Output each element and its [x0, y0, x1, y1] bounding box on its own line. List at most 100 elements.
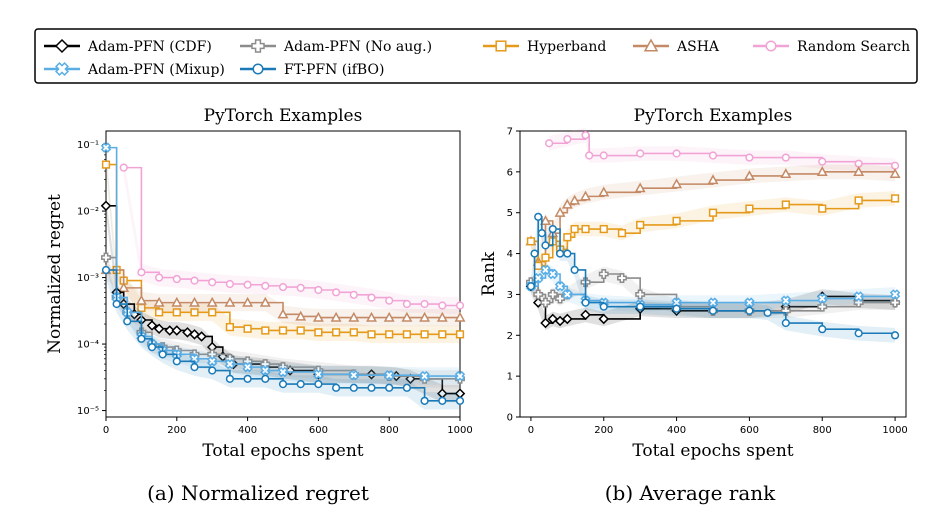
data-point	[541, 241, 550, 250]
data-point	[636, 302, 645, 311]
data-point	[295, 310, 307, 321]
data-point	[540, 264, 551, 276]
data-point	[817, 293, 828, 304]
legend-marker	[765, 40, 777, 52]
data-point	[261, 326, 270, 335]
data-point	[277, 308, 289, 319]
data-point	[208, 308, 217, 317]
legend-marker	[251, 39, 265, 53]
data-point	[547, 313, 559, 325]
data-point	[278, 326, 288, 335]
x-tick-label: 200	[594, 425, 613, 436]
legend-marker	[54, 38, 70, 54]
data-point	[243, 280, 252, 289]
y-tick-label: 3	[507, 290, 513, 301]
data-point	[367, 383, 376, 392]
data-point	[190, 308, 199, 317]
series-hyperband	[101, 155, 465, 344]
data-point	[454, 311, 466, 322]
legend-marker	[252, 63, 264, 75]
data-point	[745, 204, 754, 213]
legend-marker	[495, 40, 507, 52]
data-point	[540, 215, 551, 225]
chart-title-rank: PyTorch Examples	[634, 106, 793, 126]
data-point	[541, 253, 550, 262]
data-point	[585, 151, 594, 160]
x-tick-label: 400	[238, 425, 257, 436]
data-point	[547, 289, 558, 300]
data-point	[260, 365, 271, 376]
legend-marker	[643, 38, 659, 52]
data-point	[420, 330, 429, 339]
data-point	[296, 283, 305, 292]
x-tick-label: 800	[380, 425, 399, 436]
data-point	[635, 289, 646, 300]
data-point	[314, 328, 323, 337]
data-point	[366, 311, 377, 322]
data-point	[312, 311, 324, 322]
data-point	[153, 323, 165, 334]
data-point	[563, 135, 572, 144]
data-point	[147, 342, 157, 352]
data-point	[206, 356, 218, 367]
data-point	[454, 370, 466, 382]
legend-label: Adam-PFN (CDF)	[87, 39, 212, 55]
y-tick-label: 10⁻⁴	[77, 340, 99, 351]
data-point	[707, 297, 719, 308]
data-point	[818, 204, 827, 213]
data-point	[401, 311, 413, 322]
x-axis-label-rank: Total epochs spent	[632, 441, 793, 461]
data-point	[818, 157, 827, 166]
legend-item-adam-pfn-cdf: Adam-PFN (CDF)	[44, 38, 212, 55]
data-point	[743, 170, 755, 181]
data-point	[135, 294, 147, 305]
data-point	[744, 297, 755, 308]
data-point	[889, 168, 901, 179]
data-point	[781, 153, 790, 162]
data-point	[562, 289, 573, 300]
y-tick-label: 5	[507, 208, 513, 219]
series-line	[530, 273, 896, 312]
data-point	[671, 178, 683, 189]
data-point	[562, 313, 573, 325]
data-point	[171, 296, 183, 307]
data-point	[599, 302, 608, 311]
data-point	[537, 229, 546, 238]
data-point	[780, 295, 792, 306]
data-point	[581, 224, 590, 234]
data-point	[854, 329, 863, 338]
data-point	[154, 308, 164, 317]
x-tick-label: 1000	[447, 425, 472, 436]
data-point	[101, 252, 111, 263]
y-tick-label: 10⁻¹	[77, 140, 99, 151]
data-point	[208, 278, 217, 287]
data-point	[570, 265, 579, 275]
y-tick-label: 10⁻⁵	[77, 406, 99, 417]
confidence-band	[530, 164, 896, 270]
data-point	[672, 216, 681, 225]
legend-label: Random Search	[797, 39, 910, 55]
confidence-band	[106, 261, 460, 410]
data-point	[196, 331, 207, 342]
data-point	[190, 276, 199, 285]
data-point	[547, 268, 558, 280]
data-point	[330, 311, 342, 322]
series-line	[106, 269, 460, 319]
data-point	[708, 208, 718, 217]
data-point	[672, 304, 681, 313]
data-point	[171, 325, 183, 336]
data-point	[296, 326, 305, 335]
data-point	[554, 281, 566, 292]
data-point	[419, 311, 431, 322]
data-point	[137, 334, 146, 343]
data-point	[123, 317, 132, 326]
data-point	[101, 160, 111, 169]
y-axis-label-regret: Normalized regret	[45, 194, 65, 354]
data-point	[708, 306, 718, 315]
plot-frame-rank	[519, 130, 907, 418]
x-tick-label: 0	[103, 425, 109, 436]
data-point	[540, 317, 551, 329]
data-point	[853, 166, 865, 176]
data-point	[153, 296, 165, 307]
data-point	[598, 269, 609, 279]
